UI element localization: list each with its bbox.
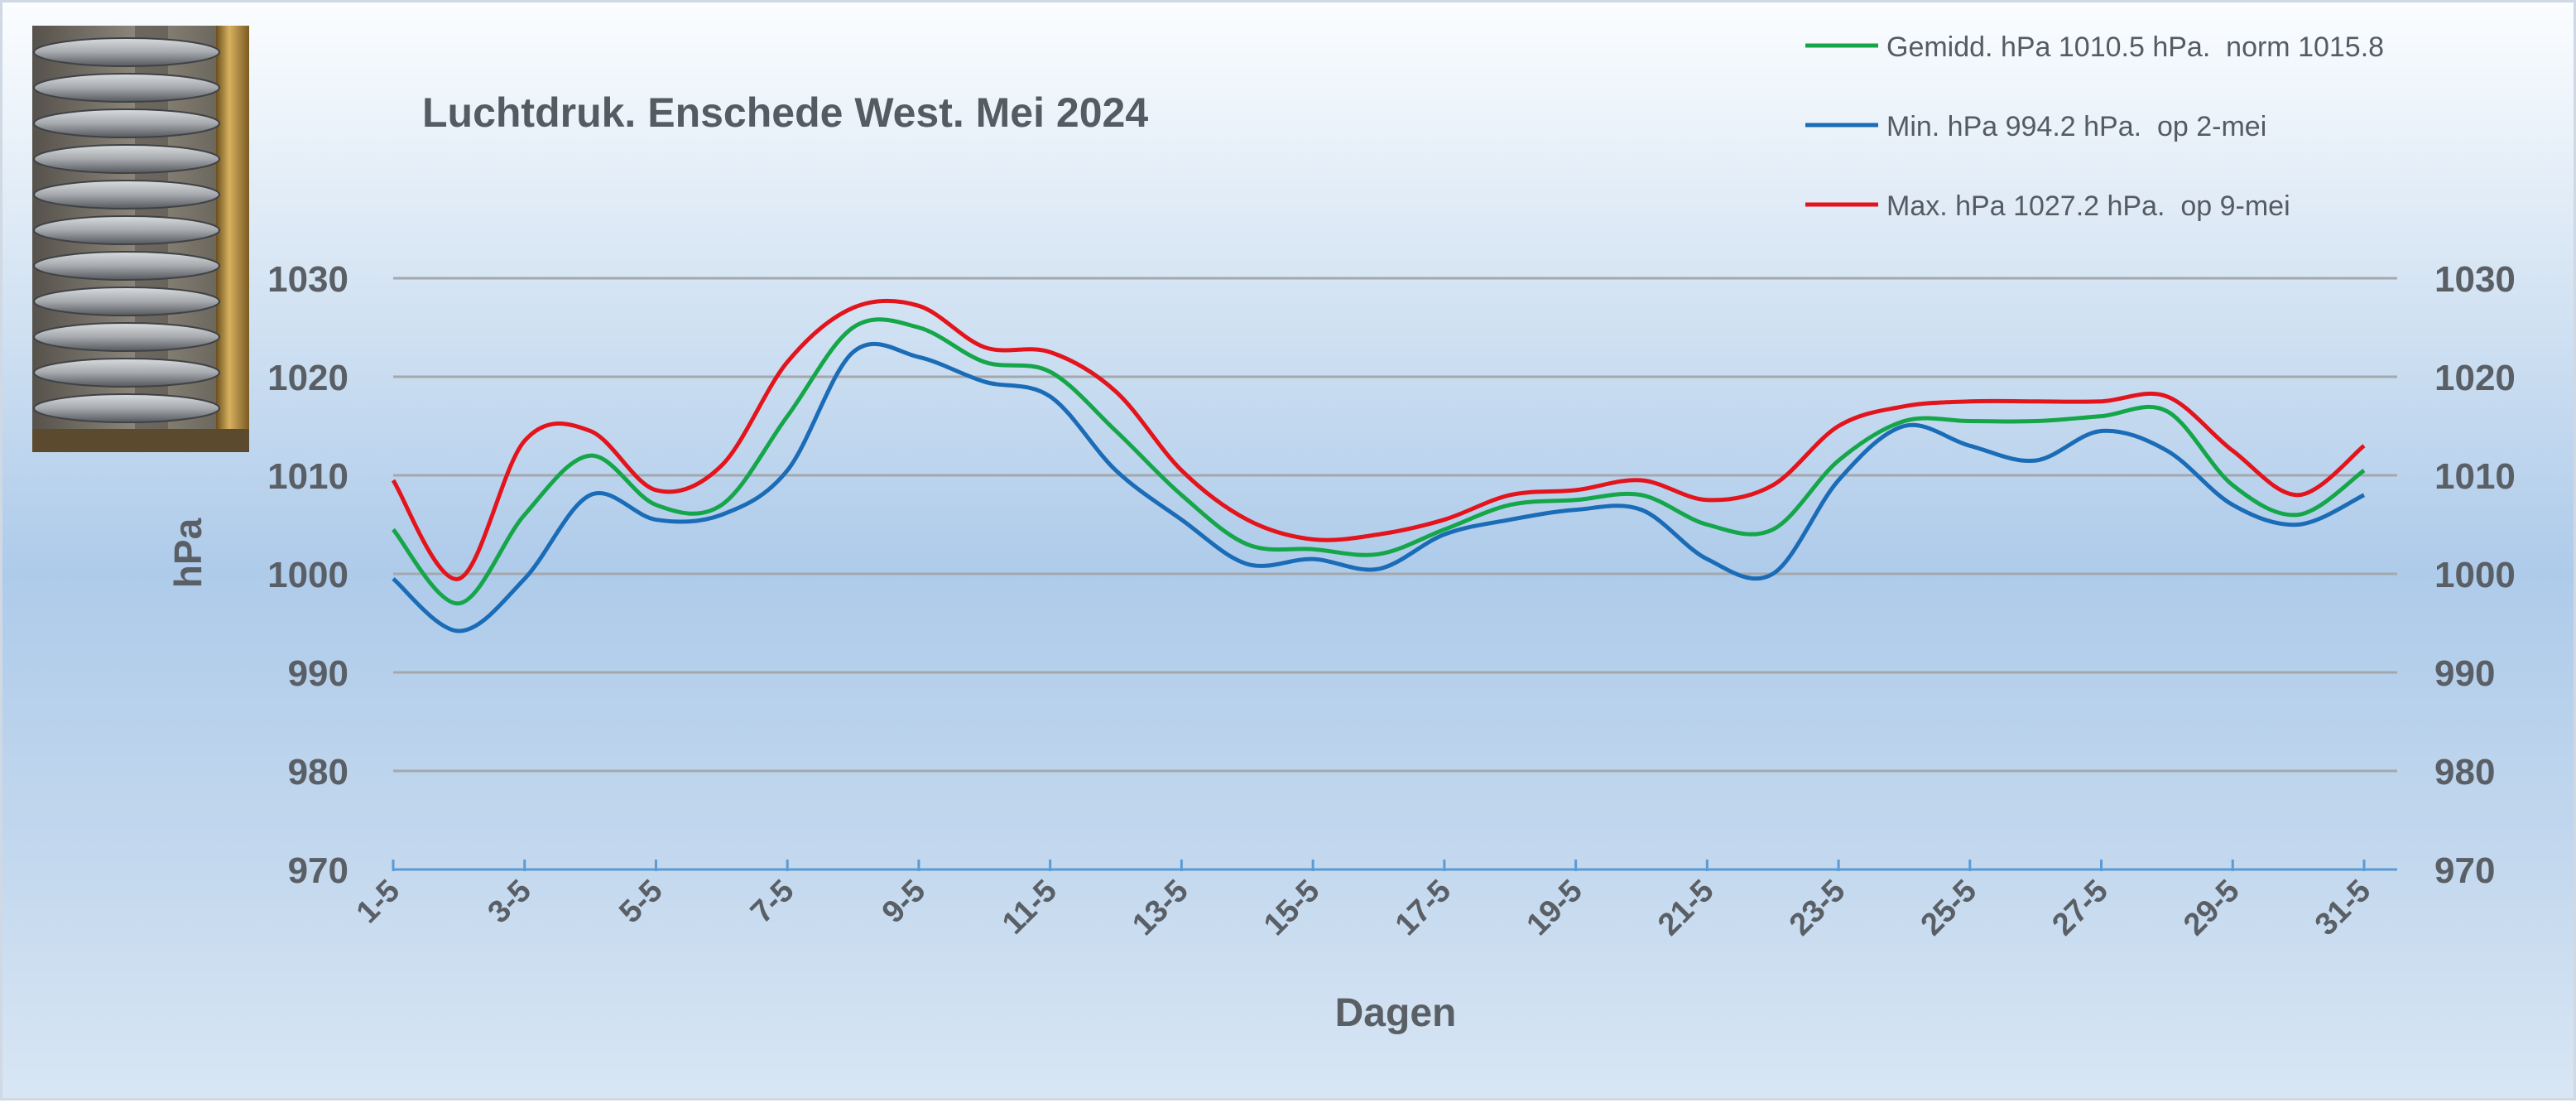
x-tick-labels: 1-5 3-5 5-5 7-5 9-5 11-5 13-5 15-5 17-5 19-5 21-5 2… [350,874,2378,942]
series-line-min [392,341,2366,633]
y-tick-label-left: 1030 [267,259,348,300]
x-tick-label: 3-5 [482,874,539,931]
photo-disk [33,393,220,423]
photo-disk [33,180,220,210]
y-tick-label-left: 970 [288,850,348,891]
x-tick-label: 17-5 [1389,874,1458,942]
y-tick-label-left: 1010 [267,456,348,497]
photo-disk [33,37,220,67]
legend-entry: Gemidd. hPa 1010.5 hPa. norm 1015.8 [1886,31,2384,63]
photo-disk [33,287,220,316]
series-line-gemidd [392,317,2366,606]
x-axis-title: Dagen [1335,991,1457,1035]
x-tick-label: 25-5 [1915,874,1983,942]
y-tick-label-right: 980 [2434,752,2495,792]
photo-disk [33,108,220,138]
y-axis-title: hPa [166,518,209,588]
y-tick-label-right: 1030 [2434,259,2516,300]
x-tick-label: 9-5 [876,874,933,931]
y-tick-label-left: 1020 [267,358,348,398]
x-tick-label: 1-5 [350,874,407,931]
y-tick-label-right: 1020 [2434,358,2516,398]
y-tick-label-right: 1010 [2434,456,2516,497]
x-tick-label: 5-5 [613,874,670,931]
y-tick-label-left: 980 [288,752,348,792]
x-tick-label: 15-5 [1257,874,1326,942]
y-axis-right: 970 980 990 1000 1010 1020 1030 [2434,259,2516,891]
x-tick-label: 19-5 [1520,874,1588,942]
x-tick-label: 13-5 [1126,874,1194,942]
y-tick-label-right: 970 [2434,850,2495,891]
y-tick-label-left: 990 [288,653,348,694]
y-axis-left: 970 980 990 1000 1010 1020 1030 [267,259,348,891]
y-tick-label-right: 1000 [2434,555,2516,595]
photo-disk [33,322,220,352]
photo-disk [33,358,220,388]
x-axis [392,860,2397,871]
x-tick-label: 7-5 [744,874,801,931]
chart-title: Luchtdruk. Enschede West. Mei 2024 [422,89,1148,136]
y-tick-label-right: 990 [2434,653,2495,694]
photo-disk [33,144,220,174]
series-lines [391,298,2366,633]
legend-entry: Max. hPa 1027.2 hPa. op 9-mei [1886,190,2290,222]
x-tick-label: 11-5 [996,874,1064,942]
x-tick-label: 27-5 [2045,874,2114,942]
photo-disk [33,251,220,281]
x-tick-label: 21-5 [1651,874,1720,942]
gridlines [393,277,2397,773]
barometer-photo [32,26,249,452]
legend-entry: Min. hPa 994.2 hPa. op 2-mei [1886,111,2266,142]
x-tick-label: 23-5 [1783,874,1852,942]
legend: Gemidd. hPa 1010.5 hPa. norm 1015.8 Min. … [1805,31,2384,222]
series-line-max [391,298,2366,581]
y-tick-label-left: 1000 [267,555,348,595]
photo-disk [33,73,220,103]
x-tick-label: 29-5 [2177,874,2246,942]
photo-disk [33,215,220,245]
x-tick-label: 31-5 [2309,874,2377,942]
